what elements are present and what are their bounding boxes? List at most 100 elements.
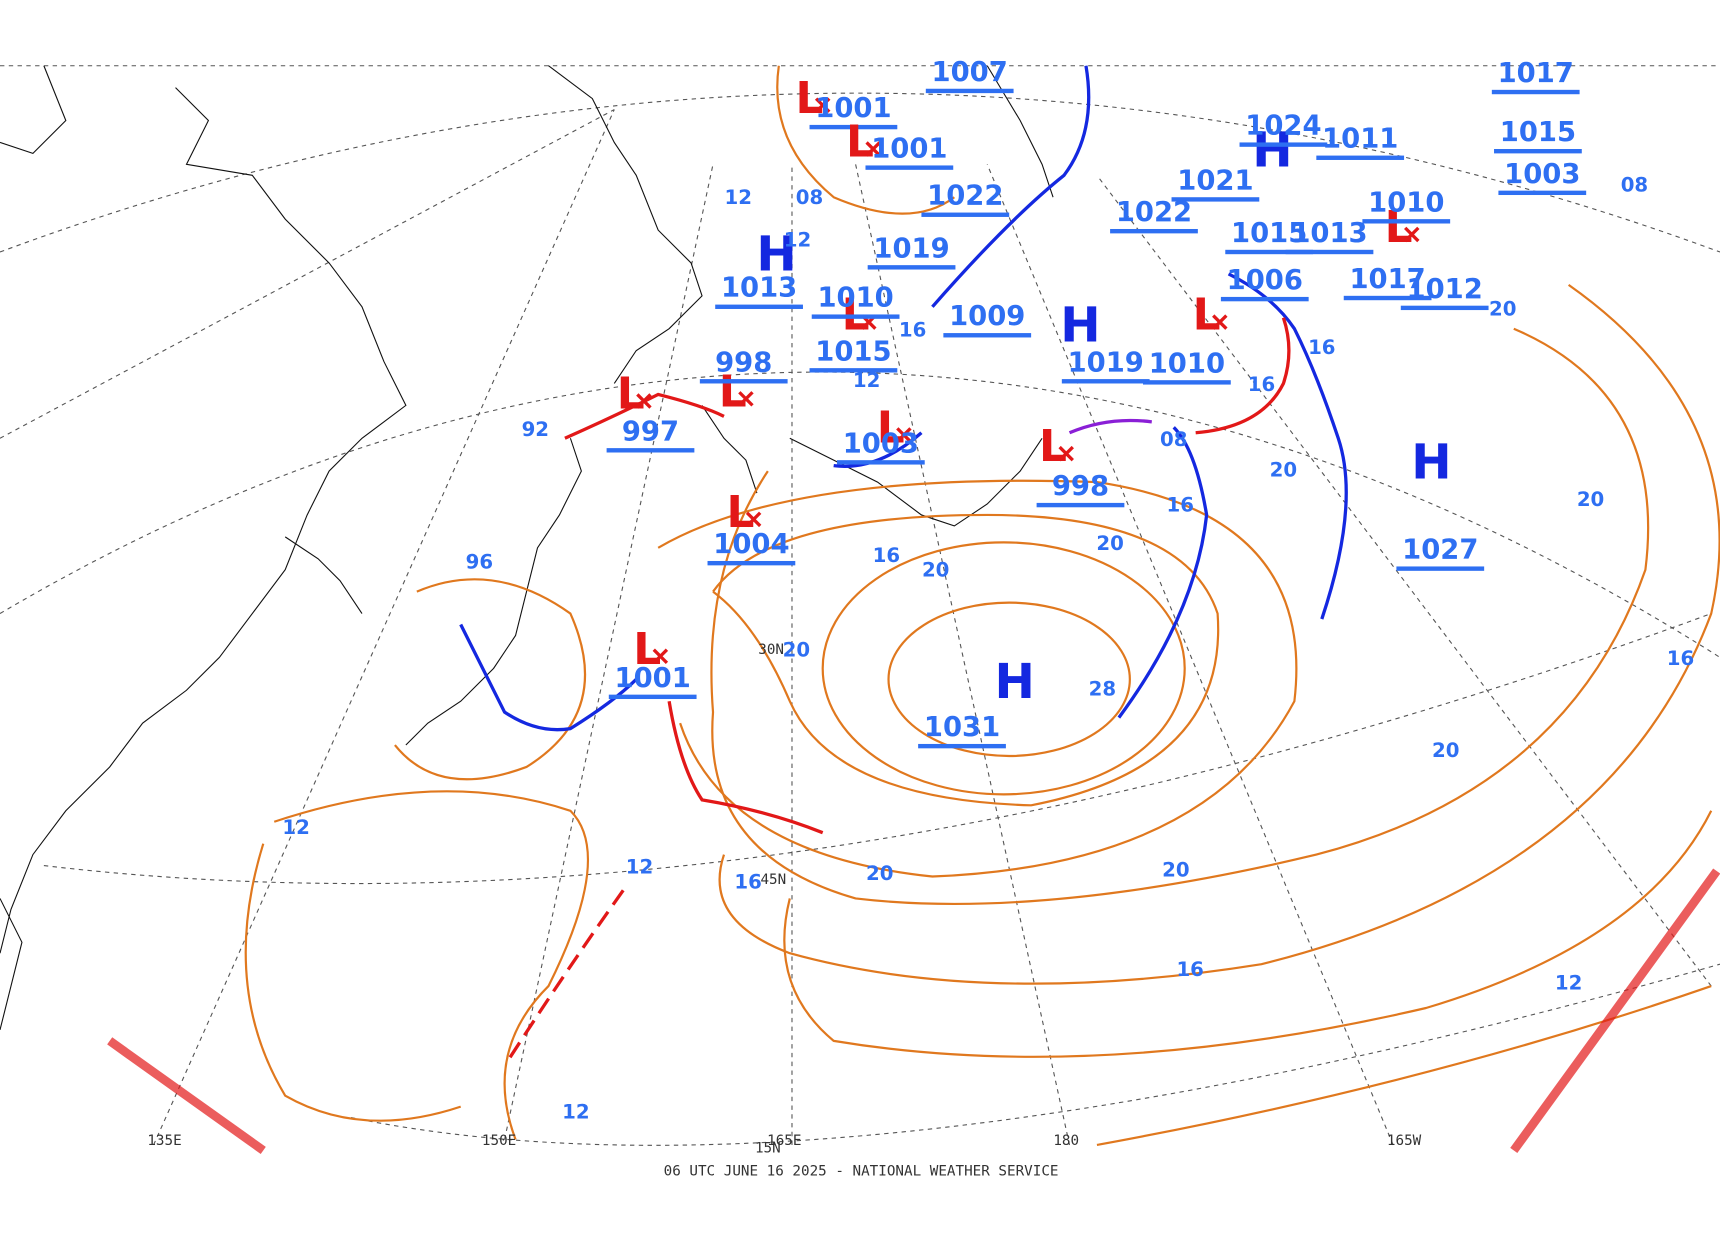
isobar-label: 92: [522, 418, 549, 441]
footer-caption: 06 UTC JUNE 16 2025 - NATIONAL WEATHER S…: [664, 1164, 1059, 1180]
high-symbol: H: [1252, 122, 1292, 178]
isobar-label: 20: [866, 862, 893, 885]
isobar-label: 12: [562, 1101, 589, 1124]
low-cross: [896, 427, 912, 443]
low-cross: [636, 393, 652, 409]
pressure-underline: [1362, 219, 1451, 224]
low-symbol: L: [1385, 202, 1413, 253]
center-pressure: 1004: [713, 529, 789, 560]
pressure-underline: [918, 743, 1006, 749]
low-symbol: L: [877, 403, 905, 454]
pressure-underline: [1110, 228, 1198, 234]
pressure-underline: [1494, 149, 1582, 154]
pressure-underline: [1036, 502, 1125, 508]
pressure-underline: [1171, 197, 1260, 202]
isobar-pressure: 1013: [1291, 218, 1367, 249]
high-symbol: H: [1411, 435, 1451, 491]
center-pressure: 1001: [815, 93, 891, 124]
isobar-pressure: 1015: [1500, 117, 1576, 148]
isobar-label: 20: [922, 558, 949, 581]
isobar-label: 12: [1555, 971, 1582, 994]
pressure-underline: [943, 333, 1032, 338]
high-symbol: H: [994, 654, 1034, 710]
pressure-underline: [1239, 142, 1328, 147]
low-symbol: L: [617, 369, 645, 420]
isobar-pressure: 1022: [927, 181, 1003, 212]
isobar-label: 16: [1176, 958, 1203, 981]
pressure-underline: [1143, 380, 1231, 385]
center-pressure: 1031: [924, 712, 1000, 743]
center-pressure: 1010: [1149, 348, 1225, 379]
pressure-underline: [1343, 295, 1432, 301]
low-symbol: L: [726, 487, 754, 538]
graticule-label: 180: [1053, 1133, 1079, 1149]
isobar-label: 20: [783, 638, 810, 661]
pressure-underline: [1400, 305, 1489, 311]
isobar-label: 16: [734, 871, 761, 894]
graticule: [0, 65, 1720, 1146]
center-pressure: 1015: [815, 336, 891, 367]
isobar-pressure: 1019: [873, 233, 949, 264]
isobar-pressure: 1022: [1116, 197, 1192, 228]
graticule-label: 45N: [760, 872, 786, 888]
center-pressure: 1001: [615, 663, 691, 694]
graticule-label: 165E: [767, 1133, 801, 1149]
pressure-underline: [1225, 249, 1314, 255]
isobar-label: 20: [1162, 859, 1189, 882]
center-pressure: 1001: [871, 134, 947, 165]
isobar-label: 16: [1308, 336, 1335, 359]
graticule-label: 150E: [482, 1133, 516, 1149]
isobar-pressure: 1011: [1322, 124, 1398, 155]
isobar-pressure: 1015: [1231, 218, 1307, 249]
pressure-underline: [925, 88, 1014, 94]
isobar-label: 08: [796, 186, 823, 209]
center-pressure: 997: [622, 416, 679, 447]
isobar-pressure: 1010: [1368, 187, 1444, 218]
isobar-label: 16: [899, 318, 926, 341]
high-symbol: H: [1060, 298, 1100, 354]
isobar-label: 12: [853, 369, 880, 392]
center-pressure: 998: [715, 347, 772, 378]
pressure-underline: [921, 212, 1010, 217]
low-cross: [1404, 226, 1420, 243]
pressure-underline: [1316, 155, 1405, 160]
isobar-label: 20: [1096, 532, 1123, 555]
pressure-underline: [836, 460, 925, 465]
isobar-label: 96: [466, 551, 493, 574]
low-symbol: L: [846, 117, 874, 168]
fronts: [107, 65, 1720, 1155]
center-pressure: 1003: [843, 428, 919, 459]
pressure-underline: [1396, 566, 1485, 571]
isobar-pressure: 1024: [1245, 111, 1321, 142]
graticule-label: 15N: [755, 1141, 781, 1157]
isobar-label: 16: [873, 544, 900, 567]
low-symbol: L: [1193, 290, 1221, 341]
pressure-underline: [811, 314, 900, 319]
center-pressure: 1019: [1068, 347, 1144, 378]
low-symbol: L: [796, 73, 824, 124]
low-cross: [865, 141, 881, 157]
low-cross: [738, 391, 754, 407]
isobar-pressure: 1021: [1177, 165, 1253, 196]
pressure-underline: [865, 165, 954, 170]
pressure-underline: [1061, 379, 1150, 384]
low-cross: [652, 648, 669, 665]
isobars: [244, 65, 1720, 1147]
isobar-pressure: 1012: [1407, 274, 1483, 305]
center-pressure: 998: [1052, 471, 1109, 502]
isobar-label: 20: [1489, 298, 1516, 321]
pressure-underline: [1491, 89, 1580, 95]
isobar-label: 12: [784, 229, 811, 252]
isobar-label: 20: [1577, 488, 1604, 511]
low-cross: [1212, 314, 1228, 330]
low-cross: [745, 511, 762, 528]
isobar-label: 12: [282, 816, 309, 839]
high-symbol: H: [756, 226, 796, 282]
pressure-underline: [707, 560, 796, 566]
coastlines: [0, 65, 1054, 1031]
graticule-label: 135E: [147, 1133, 181, 1149]
pressure-underline: [715, 304, 803, 309]
center-pressure: 1017: [1349, 264, 1425, 295]
isobar-pressure: 1003: [1504, 159, 1580, 190]
isobar-label: 12: [725, 186, 752, 209]
